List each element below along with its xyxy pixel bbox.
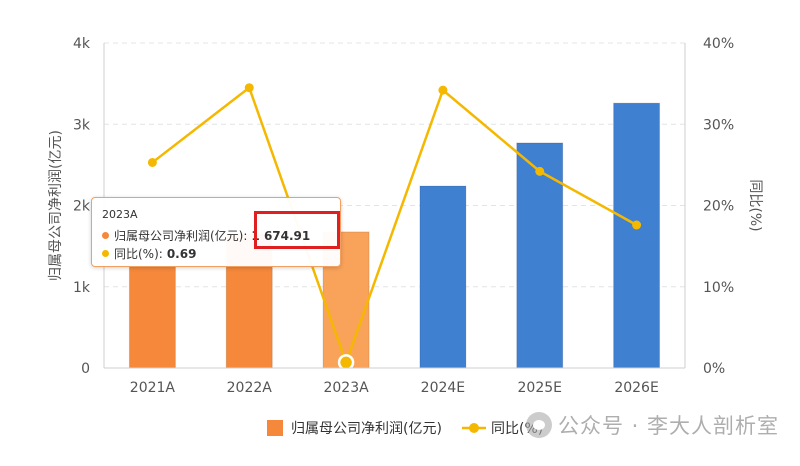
tooltip-row-profit: 归属母公司净利润(亿元): 1 674.91 [102,227,310,244]
x-tick-label: 2023A [323,380,369,396]
x-tick-label: 2025E [518,380,562,396]
tooltip-row-yoy: 同比(%): 0.69 [102,245,196,262]
tooltip-highlight-box [254,211,340,249]
legend-label-profit: 归属母公司净利润(亿元) [291,420,442,437]
legend-swatch-yoy-dot [469,423,479,433]
yoy-point [147,157,157,167]
yoy-point [535,166,545,176]
tooltip-title: 2023A [102,208,138,221]
x-tick-label: 2026E [614,380,658,396]
yoy-point [438,85,448,95]
y-tick-label: 1k [73,280,91,296]
y-axis-title: 归属母公司净利润(亿元) [47,130,64,281]
tooltip-dot-yoy [102,250,109,257]
yoy-point [632,220,642,230]
y-right-tick-label: 20% [703,199,734,215]
y-right-tick-label: 30% [703,117,734,133]
bar [516,142,564,369]
tooltip-label-yoy: 同比(%): [114,247,163,261]
y-tick-label: 3k [73,117,91,133]
tooltip: 2023A 归属母公司净利润(亿元): 1 674.91 同比(%): 0.69 [91,197,341,267]
x-tick-label: 2024E [421,380,465,396]
tooltip-label-profit: 归属母公司净利润(亿元): [114,229,248,243]
watermark-text: 公众号 · 李大人剖析室 [558,414,780,438]
tooltip-value-profit: 1 674.91 [251,228,311,243]
watermark: 公众号 · 李大人剖析室 [526,410,779,440]
bar [128,265,176,369]
wechat-icon [526,412,552,438]
yoy-line [151,85,638,367]
tooltip-dot-profit [102,232,109,239]
x-tick-label: 2022A [227,380,273,396]
y-tick-label: 0 [81,361,90,377]
y-right-axis-title: 同比(%) [747,179,763,231]
y-right-tick-label: 10% [703,280,734,296]
x-tick-label: 2021A [130,380,176,396]
yoy-point [337,354,355,371]
y-right-tick-label: 40% [703,36,734,52]
legend-swatch-profit [267,420,283,436]
bar [419,185,467,369]
tooltip-value-yoy: 0.69 [166,246,197,261]
y-tick-label: 4k [73,36,91,52]
yoy-point [244,83,254,93]
bar [613,102,661,369]
y-right-tick-label: 0% [703,361,725,377]
y-tick-label: 2k [73,199,91,215]
